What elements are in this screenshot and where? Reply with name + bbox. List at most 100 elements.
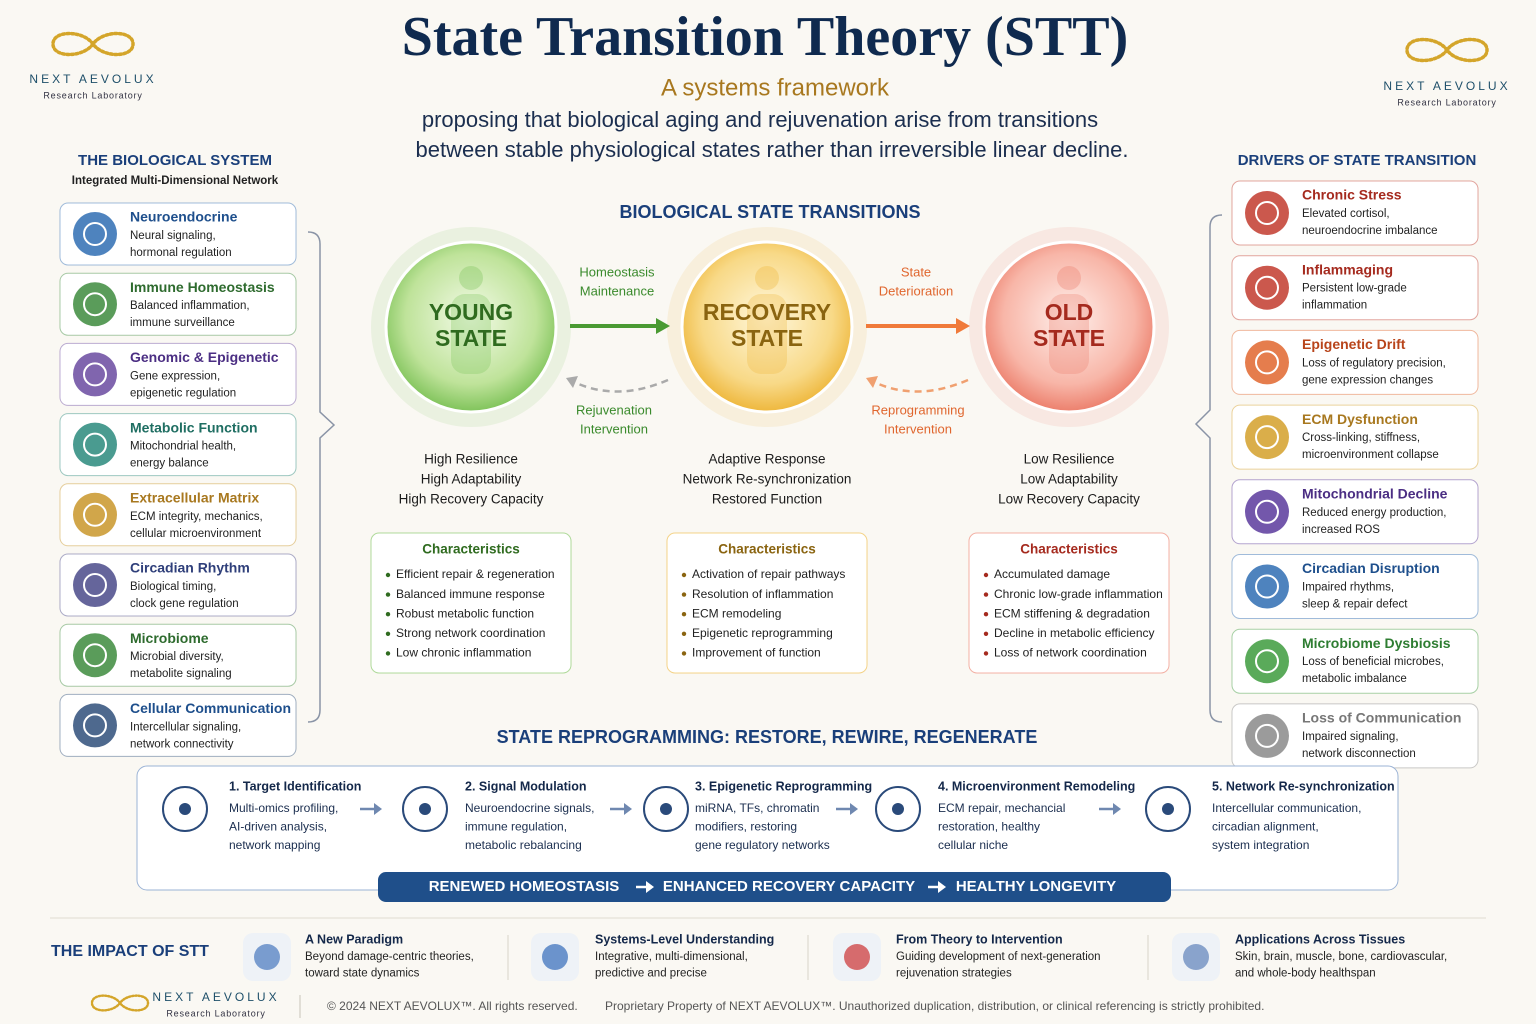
step-text: circadian alignment, [1212, 820, 1319, 834]
card-icon [1245, 489, 1289, 534]
card-text: metabolite signaling [130, 668, 232, 680]
card-text: Reduced energy production, [1302, 507, 1447, 519]
step-text: AI-driven analysis, [229, 820, 327, 834]
card [59, 693, 297, 757]
card [59, 202, 297, 266]
impact-icon [254, 944, 280, 970]
return-arrow [873, 378, 969, 393]
card [1231, 479, 1479, 545]
card-icon-glyph [83, 292, 107, 317]
characteristic: Low chronic inflammation [396, 646, 531, 660]
section-title: THE IMPACT OF STT [51, 943, 209, 960]
impact-text: Skin, brain, muscle, bone, cardiovascula… [1235, 951, 1447, 963]
step-text: Neuroendocrine signals, [465, 801, 594, 815]
card-text: Mitochondrial health, [130, 441, 236, 453]
impact-icon [542, 944, 568, 970]
banner-text: ENHANCED RECOVERY CAPACITY [663, 878, 915, 895]
arrow-head [374, 803, 382, 815]
silhouette-head [1057, 266, 1081, 290]
card-title: Inflammaging [1302, 261, 1393, 277]
impact-icon [844, 944, 870, 970]
characteristic: ECM stiffening & degradation [994, 606, 1150, 620]
step-icon-core [660, 803, 672, 815]
step-title: 5. Network Re-synchronization [1212, 779, 1395, 793]
subtitle: A systems framework [661, 74, 890, 101]
card-icon-glyph [1255, 275, 1279, 300]
card-text: Persistent low-grade [1302, 283, 1407, 295]
return-arrow [573, 378, 669, 393]
transition-label: Rejuvenation [576, 402, 652, 417]
section-title: STATE REPROGRAMMING: RESTORE, REWIRE, RE… [497, 727, 1038, 747]
characteristic: Loss of network coordination [994, 646, 1147, 660]
bracket [1194, 214, 1223, 723]
card-text: Impaired signaling, [1302, 731, 1399, 743]
step-icon [1145, 786, 1191, 832]
arrow-head [646, 881, 654, 893]
card-text: inflammation [1302, 300, 1367, 312]
bullet [681, 572, 687, 578]
transition-label: Homeostasis [579, 264, 655, 279]
card-icon [1245, 340, 1289, 385]
state-trait: Adaptive Response [708, 452, 825, 467]
characteristics-box [370, 532, 572, 674]
card-title: Mitochondrial Decline [1302, 486, 1448, 502]
characteristics-title: Characteristics [718, 542, 816, 557]
card-icon [1245, 639, 1289, 684]
silhouette-body [451, 294, 491, 374]
card-text: ECM integrity, mechanics, [130, 511, 263, 523]
step-text: network mapping [229, 838, 320, 852]
panel-title: DRIVERS OF STATE TRANSITION [1238, 152, 1477, 169]
bracket [307, 231, 336, 723]
impact-text: Beyond damage-centric theories, [305, 951, 474, 963]
step-text: miRNA, TFs, chromatin [695, 801, 819, 815]
card-icon-glyph [1255, 425, 1279, 450]
bullet [983, 572, 989, 578]
impact-text: toward state dynamics [305, 968, 420, 980]
step-icon-core [1162, 803, 1174, 815]
step-icon [162, 786, 208, 832]
card-title: Circadian Rhythm [130, 560, 250, 576]
card-text: sleep & repair defect [1302, 599, 1408, 611]
impact-text: and whole-body healthspan [1235, 968, 1376, 980]
card [59, 342, 297, 406]
card-icon [1245, 191, 1289, 235]
characteristic: Epigenetic reprogramming [692, 626, 833, 640]
impact-title: Applications Across Tissues [1235, 932, 1405, 946]
card [59, 413, 297, 477]
characteristics-title: Characteristics [422, 542, 520, 557]
card-title: ECM Dysfunction [1302, 411, 1418, 427]
step-title: 3. Epigenetic Reprogramming [695, 779, 872, 793]
arrow-head [866, 376, 878, 388]
step-title: 1. Target Identification [229, 779, 361, 793]
card [1231, 329, 1479, 395]
bullet [385, 612, 391, 617]
card-text: increased ROS [1302, 524, 1380, 536]
banner-text: RENEWED HOMEOSTASIS [429, 878, 620, 895]
bullet [983, 612, 989, 617]
bullet [681, 651, 687, 656]
card [59, 553, 297, 617]
card-text: Neural signaling, [130, 230, 216, 242]
card-icon [1245, 265, 1289, 310]
card-text: Microbial diversity, [130, 651, 224, 663]
card-icon [1245, 415, 1289, 460]
step-title: 4. Microenvironment Remodeling [938, 779, 1135, 793]
card-icon-glyph [83, 502, 107, 527]
card-text: cellular microenvironment [130, 528, 262, 540]
characteristic: Activation of repair pathways [692, 567, 845, 581]
characteristic: Decline in metabolic efficiency [994, 626, 1155, 640]
bullet [983, 631, 989, 636]
notice: Proprietary Property of NEXT AEVOLUX™. U… [605, 999, 1264, 1013]
impact-text: predictive and precise [595, 968, 707, 980]
step-text: modifiers, restoring [695, 820, 797, 834]
card-icon-glyph [83, 432, 107, 457]
impact-title: Systems-Level Understanding [595, 932, 774, 946]
card-text: immune surveillance [130, 317, 235, 329]
card-icon-glyph [1255, 723, 1279, 748]
silhouette-body [1049, 294, 1089, 374]
characteristic: ECM remodeling [692, 606, 781, 620]
card-text: gene expression changes [1302, 374, 1433, 386]
step-text: cellular niche [938, 838, 1008, 852]
state-name: STATE [1033, 325, 1105, 351]
